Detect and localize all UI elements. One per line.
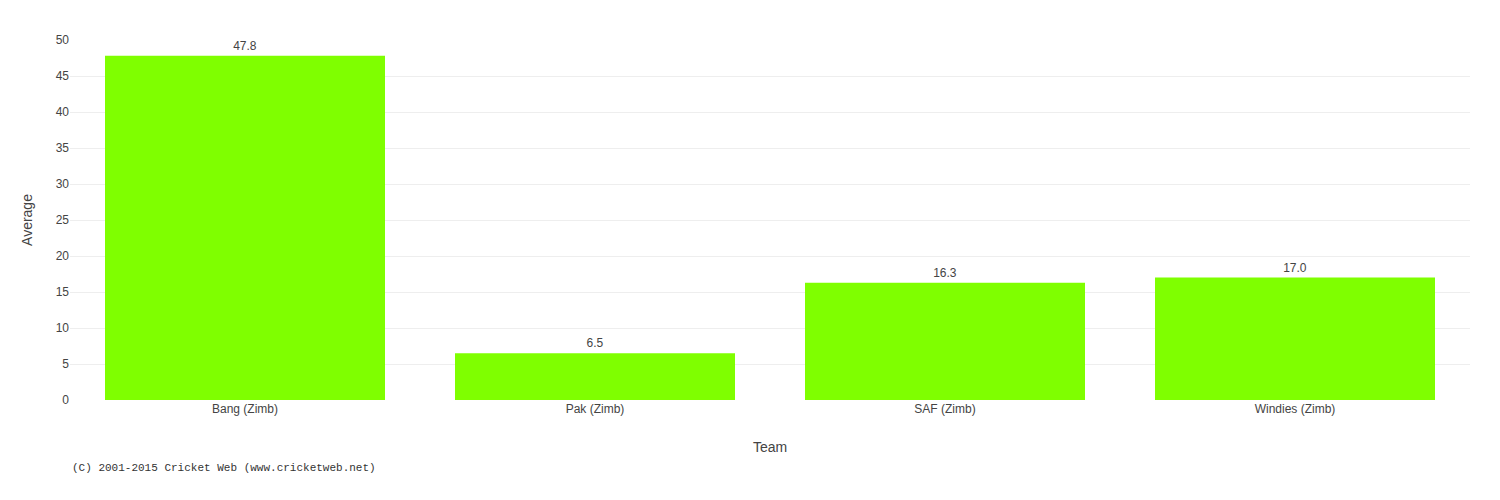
svg-text:35: 35 xyxy=(56,141,70,155)
svg-text:Average: Average xyxy=(19,194,35,246)
svg-text:0: 0 xyxy=(62,393,69,407)
svg-text:6.5: 6.5 xyxy=(586,336,603,350)
svg-text:5: 5 xyxy=(62,357,69,371)
svg-text:Pak (Zimb): Pak (Zimb) xyxy=(566,402,625,416)
svg-text:45: 45 xyxy=(56,69,70,83)
svg-text:Team: Team xyxy=(753,439,787,455)
svg-text:17.0: 17.0 xyxy=(1283,261,1307,275)
svg-text:Windies (Zimb): Windies (Zimb) xyxy=(1255,402,1336,416)
svg-text:(C) 2001-2015 Cricket Web (www: (C) 2001-2015 Cricket Web (www.cricketwe… xyxy=(72,462,376,474)
svg-text:Bang (Zimb): Bang (Zimb) xyxy=(212,402,278,416)
svg-text:10: 10 xyxy=(56,321,70,335)
svg-text:16.3: 16.3 xyxy=(933,266,957,280)
svg-text:25: 25 xyxy=(56,213,70,227)
svg-text:SAF (Zimb): SAF (Zimb) xyxy=(914,402,975,416)
svg-text:30: 30 xyxy=(56,177,70,191)
svg-text:40: 40 xyxy=(56,105,70,119)
svg-text:50: 50 xyxy=(56,33,70,47)
svg-text:47.8: 47.8 xyxy=(233,39,257,53)
svg-text:15: 15 xyxy=(56,285,70,299)
svg-text:20: 20 xyxy=(56,249,70,263)
